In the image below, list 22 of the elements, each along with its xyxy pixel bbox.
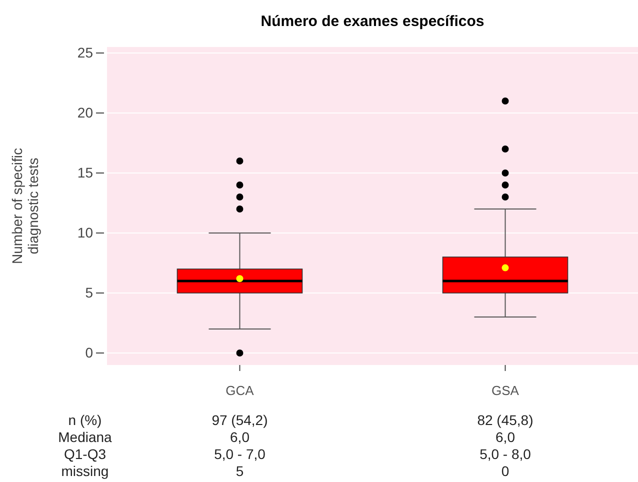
y-tick-label: 20 <box>77 104 94 120</box>
text: Q1-Q3 <box>64 446 106 462</box>
text: 5,0 - 8,0 <box>480 446 532 462</box>
y-tick-label: 0 <box>85 344 94 360</box>
text: missing <box>61 463 109 479</box>
text: 0 <box>501 463 510 479</box>
y-tick-label: 5 <box>85 284 94 300</box>
y-tick-label: 10 <box>77 224 94 240</box>
y-tick-label: 15 <box>77 164 94 180</box>
y-tick-label: 25 <box>77 44 94 60</box>
text: n (%) <box>68 412 102 428</box>
text: 6,0 <box>496 429 516 445</box>
text: 5,0 - 7,0 <box>214 446 266 462</box>
text: Mediana <box>58 429 112 445</box>
x-tick-label: GCA <box>226 382 254 398</box>
y-axis-title: Number of specific diagnostic tests <box>9 148 42 264</box>
text: 97 (54,2) <box>212 412 268 428</box>
text: 82 (45,8) <box>477 412 534 428</box>
text: 6,0 <box>230 429 250 445</box>
x-tick-label: GSA <box>492 382 520 398</box>
chart-title: Número de exames específicos <box>260 13 484 30</box>
text: 5 <box>236 463 244 479</box>
